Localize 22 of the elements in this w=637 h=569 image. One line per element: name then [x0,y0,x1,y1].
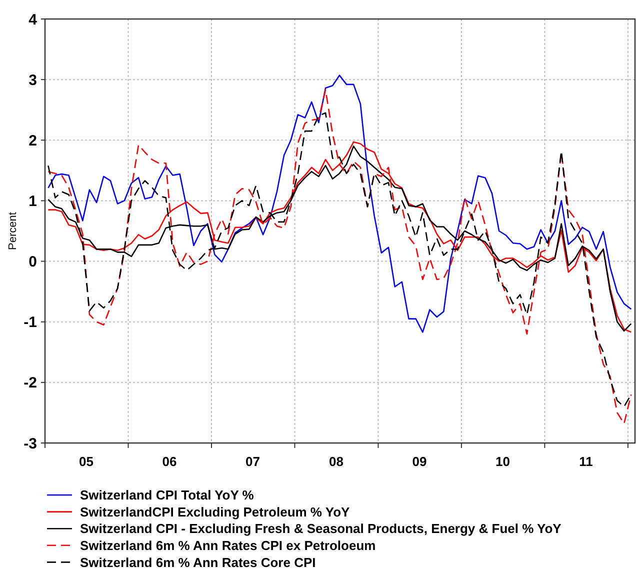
y-tick-label: -2 [24,374,37,392]
y-tick-label: -1 [24,314,37,332]
x-tick-label: 06 [162,454,177,469]
line-series [48,74,632,333]
y-tick-label: 1 [28,192,37,210]
legend-label: SwitzerlandCPI Excluding Petroleum % YoY [80,504,350,520]
legend-label: Switzerland CPI Total YoY % [80,488,254,503]
x-tick-label: 08 [329,454,344,469]
x-tick-label: 07 [246,454,260,469]
x-tick-label: 11 [579,454,593,469]
x-tick-label: 10 [495,454,510,469]
legend-label: Switzerland CPI - Excluding Fresh & Seasonal Products, Energy & Fuel % YoY [80,521,562,536]
y-tick-label: 3 [28,72,37,89]
legend-label: Switzerland 6m % Ann Rates CPI ex Petroloeum [80,538,376,553]
y-tick-label: -3 [24,435,37,452]
y-tick-label: 0 [28,254,37,271]
y-tick-label: 2 [28,132,37,150]
x-tick-label: 09 [412,454,427,469]
y-axis-title: Percent [7,212,19,250]
y-tick-label: 4 [28,11,38,28]
legend-label: Switzerland 6m % Ann Rates Core CPI [80,554,316,569]
x-tick-label: 05 [79,454,94,469]
